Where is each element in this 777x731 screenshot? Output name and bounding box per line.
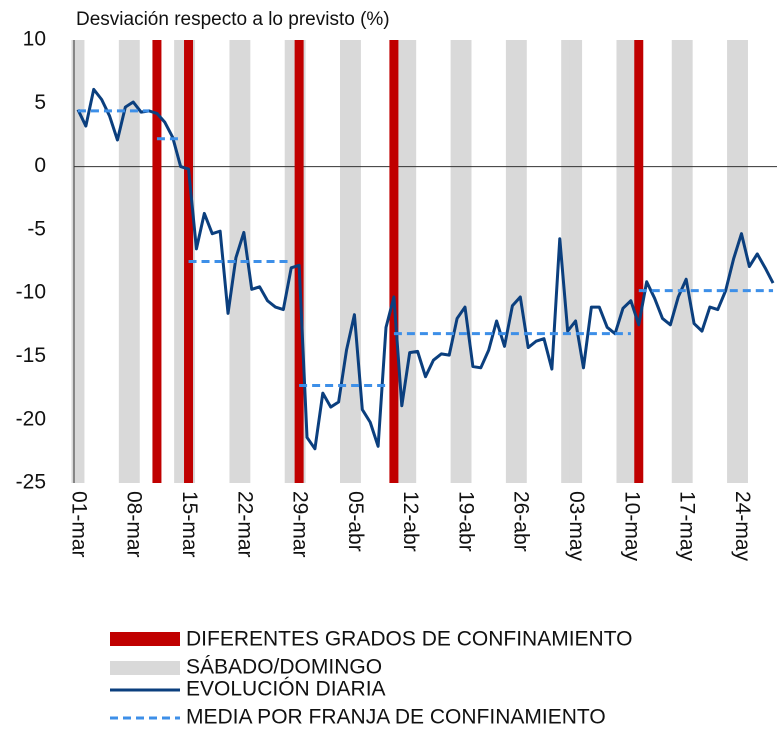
legend-label: DIFERENTES GRADOS DE CONFINAMIENTO <box>186 628 633 651</box>
x-tick-label: 19-abr <box>454 491 477 552</box>
y-tick-label: -25 <box>16 471 46 494</box>
weekend-band <box>569 40 583 483</box>
legend-label: MEDIA POR FRANJA DE CONFINAMIENTO <box>186 706 606 729</box>
x-tick-label: 26-abr <box>510 491 533 552</box>
weekend-band <box>624 40 638 483</box>
confinement-change <box>634 40 644 483</box>
x-tick-label: 10-may <box>620 491 643 562</box>
y-tick-label: 0 <box>34 154 46 177</box>
x-tick-label: 24-may <box>731 491 754 562</box>
legend-label: EVOLUCIÓN DIARIA <box>186 678 386 701</box>
weekend-band <box>734 40 748 483</box>
confinement-change <box>294 40 304 483</box>
confinement-change <box>152 40 162 483</box>
y-axis-label: Desviación respecto a lo previsto (%) <box>76 9 390 30</box>
x-tick-label: 29-mar <box>289 491 312 558</box>
y-tick-label: 10 <box>23 28 46 51</box>
weekend-band <box>679 40 693 483</box>
weekend-band <box>513 40 527 483</box>
x-tick-label: 17-may <box>676 491 699 562</box>
x-tick-label: 15-mar <box>178 491 201 558</box>
x-tick-label: 01-mar <box>67 491 90 558</box>
legend-swatch <box>110 661 180 675</box>
y-tick-label: -5 <box>27 217 46 240</box>
x-tick-label: 12-abr <box>399 491 422 552</box>
y-tick-label: -10 <box>16 281 46 304</box>
x-tick-label: 05-abr <box>344 491 367 552</box>
weekend-band <box>71 40 85 483</box>
confinement-change <box>389 40 399 483</box>
y-tick-label: 5 <box>34 91 46 114</box>
x-tick-label: 03-may <box>565 491 588 562</box>
x-tick-label: 22-mar <box>233 491 256 558</box>
y-tick-label: -15 <box>16 344 46 367</box>
weekend-band <box>403 40 417 483</box>
x-tick-label: 08-mar <box>123 491 146 558</box>
y-tick-label: -20 <box>16 407 46 430</box>
legend-swatch <box>110 632 180 646</box>
legend-label: SÁBADO/DOMINGO <box>186 656 382 679</box>
daily-line <box>76 87 775 451</box>
weekend-band <box>458 40 472 483</box>
weekend-band <box>347 40 361 483</box>
weekend-band <box>126 40 140 483</box>
